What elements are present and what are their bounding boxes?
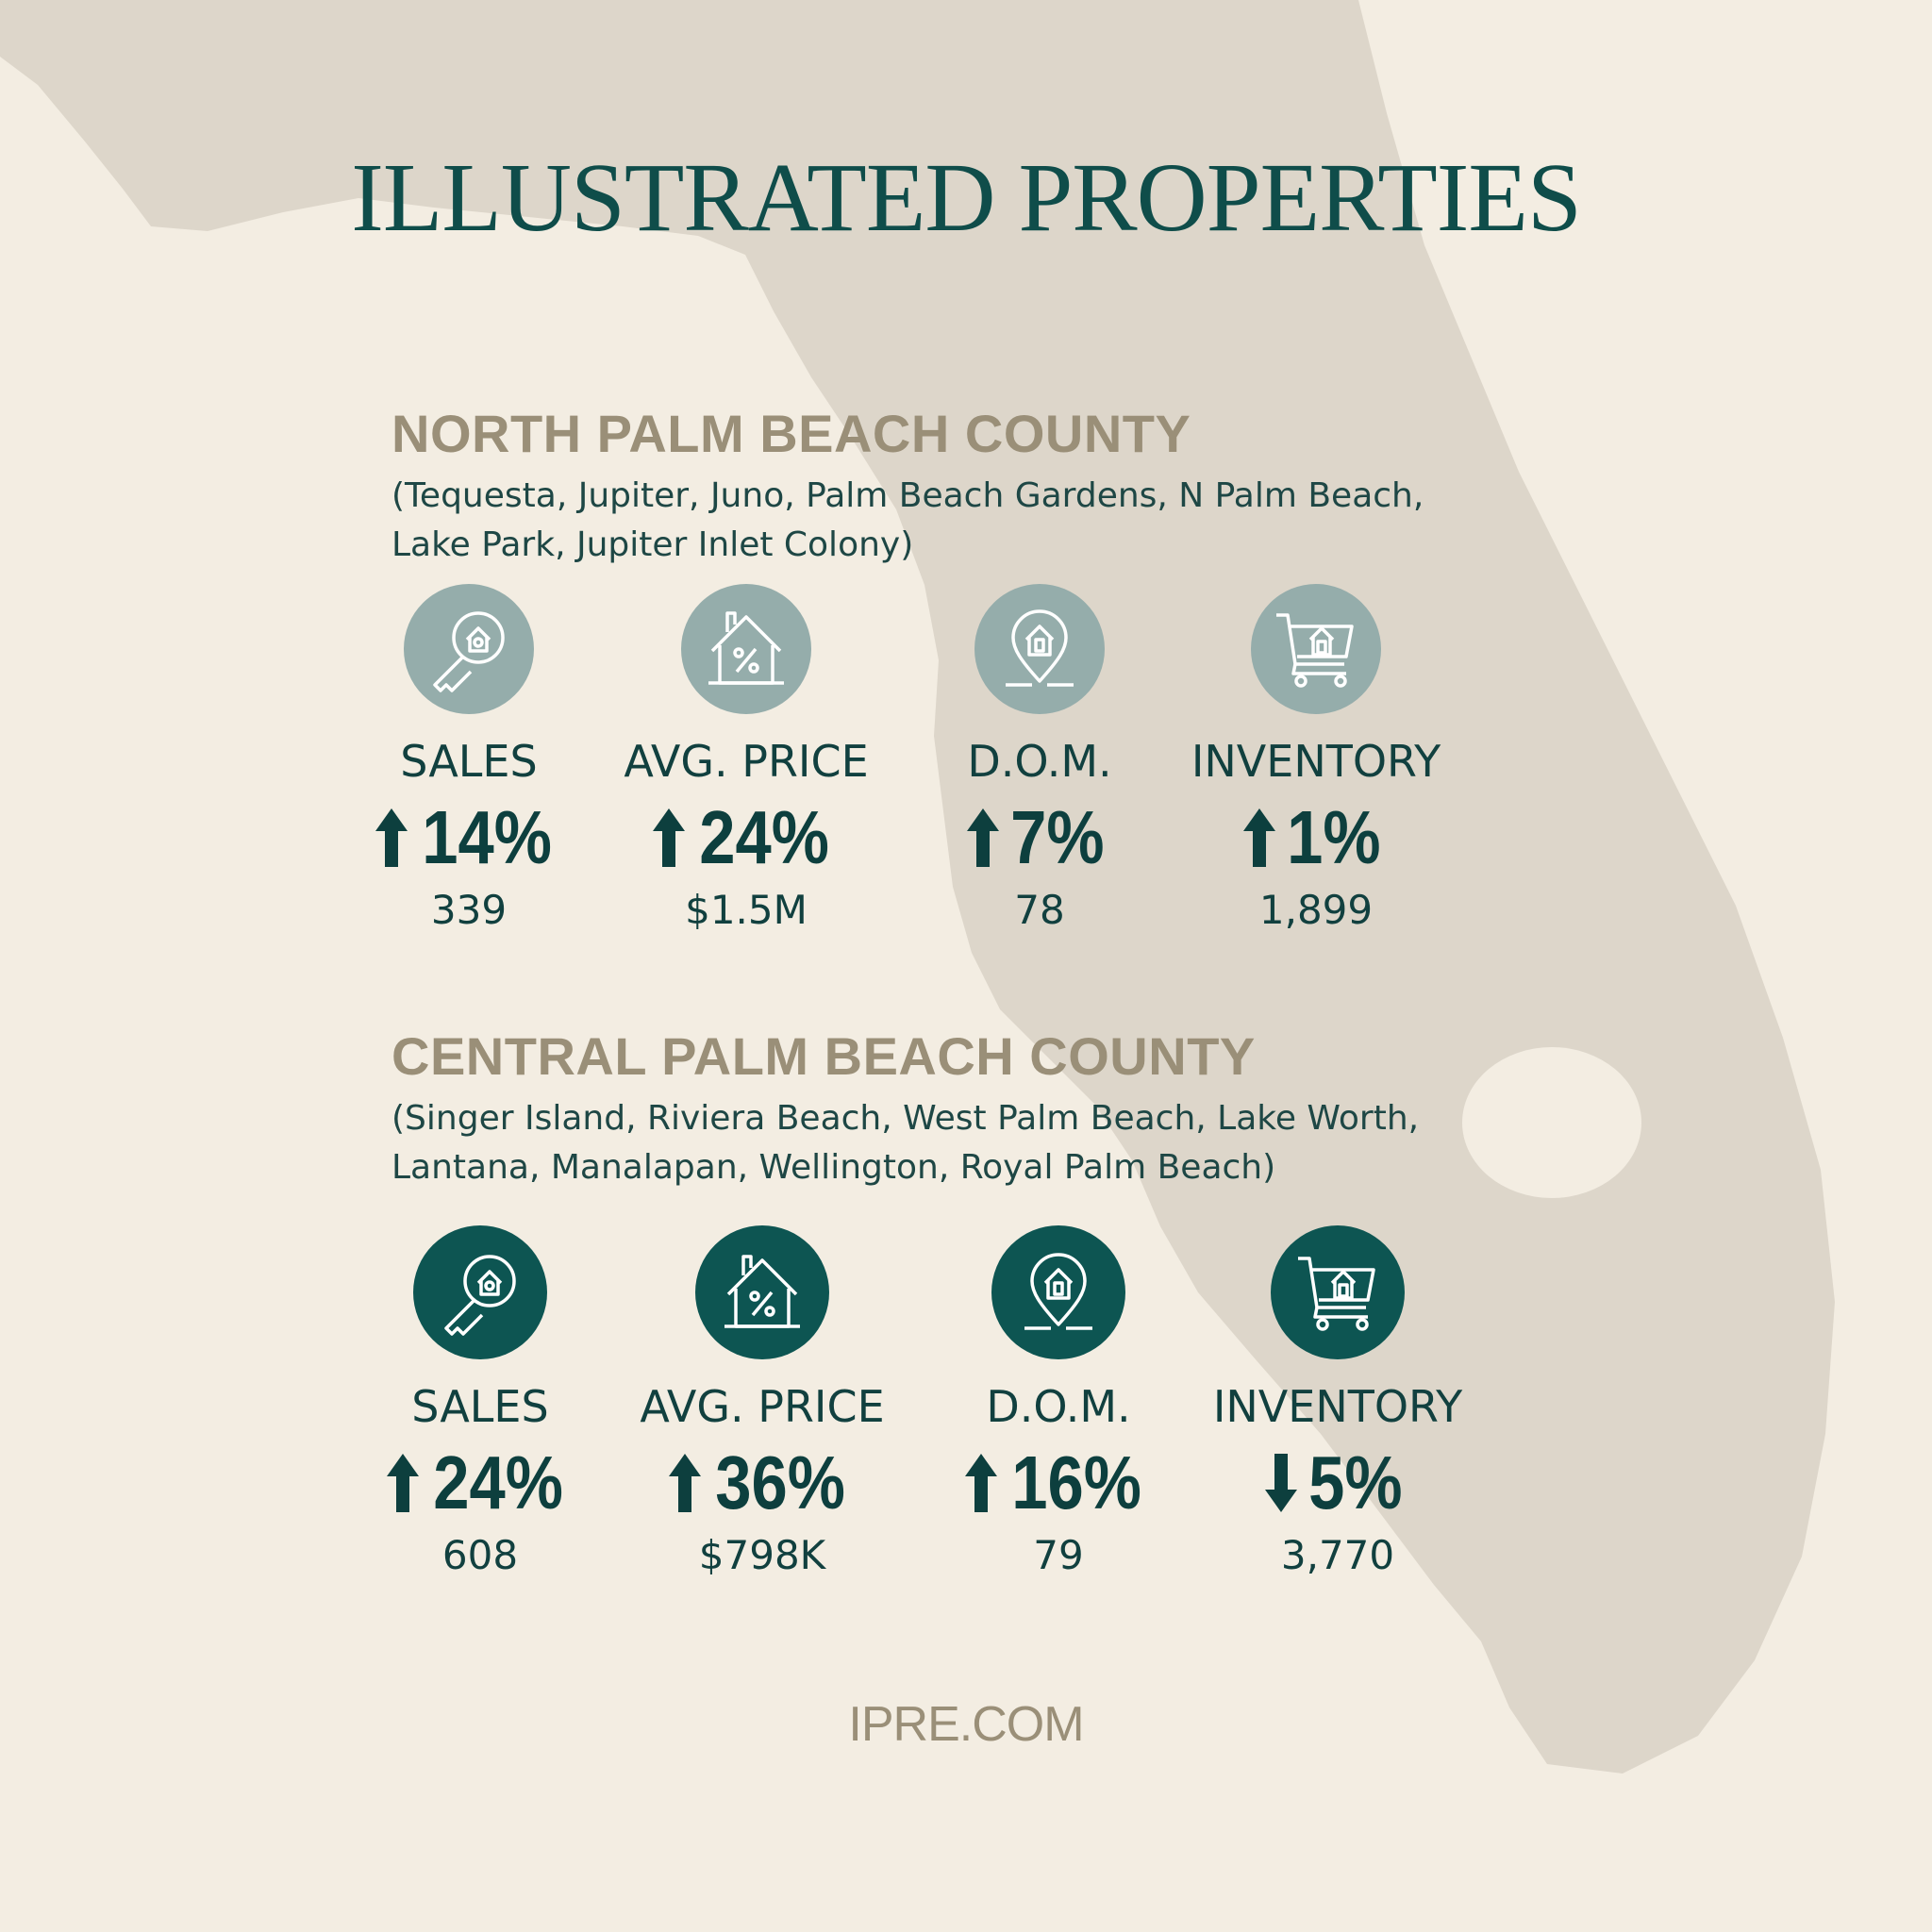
stat-change: 24%	[339, 1441, 622, 1525]
change-value: 1%	[1287, 795, 1381, 879]
stat-value: 78	[1014, 887, 1065, 933]
change-value: 24%	[433, 1441, 563, 1524]
arrow-up-icon	[967, 808, 1000, 867]
stat-label: AVG. PRICE	[624, 736, 869, 787]
stat-change: 5%	[1196, 1441, 1479, 1525]
region-north: NORTH PALM BEACH COUNTY (Tequesta, Jupit…	[391, 404, 1524, 570]
towns-line: (Singer Island, Riviera Beach, West Palm…	[391, 1099, 1420, 1138]
stat-value: 79	[1033, 1532, 1084, 1578]
shopping-cart-house-icon	[1251, 584, 1381, 714]
stat-change: 14%	[327, 795, 610, 880]
change-value: 5%	[1308, 1441, 1403, 1524]
website-footer: IPRE.COM	[848, 1697, 1084, 1752]
change-value: 24%	[699, 795, 829, 879]
stat-value: 339	[430, 887, 508, 933]
shopping-cart-house-icon	[1271, 1225, 1405, 1359]
arrow-down-icon	[1265, 1454, 1298, 1512]
stat-avg-price: AVG. PRICE 24% $1.5M	[605, 584, 888, 935]
arrow-up-icon	[652, 808, 685, 867]
stat-label: AVG. PRICE	[640, 1381, 885, 1432]
arrow-up-icon	[964, 1454, 997, 1512]
stat-change: 36%	[621, 1441, 904, 1525]
stat-d-o-m: D.O.M. 7% 78	[898, 584, 1181, 935]
towns-line: (Tequesta, Jupiter, Juno, Palm Beach Gar…	[391, 476, 1424, 515]
stat-label: INVENTORY	[1191, 736, 1441, 787]
stat-change: 7%	[898, 795, 1181, 880]
stat-change: 24%	[605, 795, 888, 880]
stat-label: INVENTORY	[1212, 1381, 1463, 1432]
stat-inventory: INVENTORY 5% 3,770	[1196, 1225, 1479, 1580]
region-towns: (Tequesta, Jupiter, Juno, Palm Beach Gar…	[391, 472, 1524, 570]
stat-change: 16%	[917, 1441, 1200, 1525]
arrow-up-icon	[375, 808, 408, 867]
change-value: 16%	[1011, 1441, 1141, 1524]
region-central: CENTRAL PALM BEACH COUNTY (Singer Island…	[391, 1026, 1524, 1192]
change-value: 36%	[715, 1441, 845, 1524]
stat-change: 1%	[1174, 795, 1457, 880]
location-pin-house-icon	[991, 1225, 1125, 1359]
stat-avg-price: AVG. PRICE 36% $798K	[621, 1225, 904, 1580]
stat-value: 608	[441, 1532, 519, 1578]
change-value: 14%	[422, 795, 552, 879]
stat-value: 3,770	[1280, 1532, 1395, 1578]
region-heading: NORTH PALM BEACH COUNTY	[391, 404, 1191, 463]
arrow-up-icon	[668, 1454, 701, 1512]
brand-title: ILLUSTRATED PROPERTIES	[351, 143, 1582, 252]
arrow-up-icon	[386, 1454, 419, 1512]
stat-value: $1.5M	[685, 887, 808, 933]
stat-sales: SALES 24% 608	[339, 1225, 622, 1580]
stat-label: D.O.M.	[967, 736, 1112, 787]
key-house-icon	[404, 584, 534, 714]
key-house-icon	[413, 1225, 547, 1359]
stat-label: SALES	[400, 736, 538, 787]
region-heading: CENTRAL PALM BEACH COUNTY	[391, 1026, 1256, 1086]
stat-label: SALES	[411, 1381, 549, 1432]
stat-label: D.O.M.	[986, 1381, 1131, 1432]
arrow-up-icon	[1243, 808, 1276, 867]
house-percent-icon	[695, 1225, 829, 1359]
stat-sales: SALES 14% 339	[327, 584, 610, 935]
stat-value: 1,899	[1258, 887, 1374, 933]
location-pin-house-icon	[974, 584, 1105, 714]
towns-line: Lake Park, Jupiter Inlet Colony)	[391, 525, 914, 564]
stat-d-o-m: D.O.M. 16% 79	[917, 1225, 1200, 1580]
stat-inventory: INVENTORY 1% 1,899	[1174, 584, 1457, 935]
change-value: 7%	[1010, 795, 1105, 879]
stat-value: $798K	[698, 1532, 826, 1578]
region-towns: (Singer Island, Riviera Beach, West Palm…	[391, 1094, 1524, 1192]
towns-line: Lantana, Manalapan, Wellington, Royal Pa…	[391, 1148, 1276, 1187]
house-percent-icon	[681, 584, 811, 714]
